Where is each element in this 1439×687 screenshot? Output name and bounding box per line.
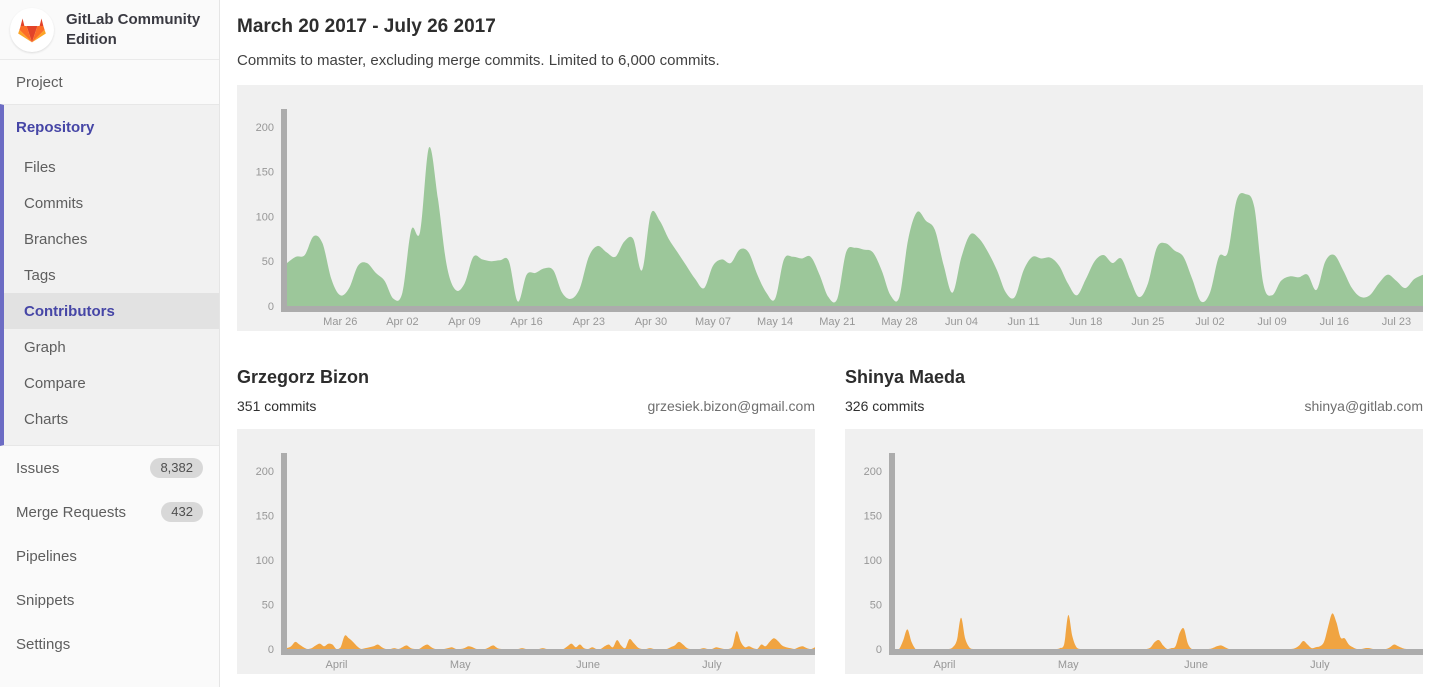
svg-text:May 21: May 21 <box>819 316 855 328</box>
app-title: GitLab Community Edition <box>66 11 201 48</box>
svg-text:Apr 16: Apr 16 <box>510 316 542 328</box>
svg-text:Jul 02: Jul 02 <box>1195 316 1224 328</box>
svg-text:Apr 09: Apr 09 <box>448 316 480 328</box>
sidebar-item-contributors[interactable]: Contributors <box>4 293 219 329</box>
svg-text:June: June <box>1184 659 1208 671</box>
svg-text:50: 50 <box>262 256 274 268</box>
master-commits-chart: 0 50 100 150 200 Mar 26 Apr 02 Apr 09 Apr 16 Apr … <box>237 85 1423 331</box>
svg-text:Mar 26: Mar 26 <box>323 316 357 328</box>
svg-text:200: 200 <box>256 466 274 478</box>
contributor-email: shinya@gitlab.com <box>1304 398 1424 414</box>
svg-text:100: 100 <box>864 555 882 567</box>
svg-text:July: July <box>1310 659 1330 671</box>
sidebar-item-graph[interactable]: Graph <box>24 338 66 356</box>
svg-text:100: 100 <box>256 555 274 567</box>
sidebar-item-repository[interactable]: Repository <box>16 118 95 136</box>
svg-text:0: 0 <box>268 301 274 313</box>
svg-text:150: 150 <box>256 167 274 179</box>
contributor-email: grzesiek.bizon@gmail.com <box>647 398 816 414</box>
svg-text:0: 0 <box>876 644 882 656</box>
sidebar-item-commits[interactable]: Commits <box>24 194 84 212</box>
svg-text:200: 200 <box>256 122 274 134</box>
svg-text:150: 150 <box>256 510 274 522</box>
contributor-card: Shinya Maeda 326 commits shinya@gitlab.c… <box>845 367 1423 674</box>
svg-text:Jul 09: Jul 09 <box>1257 316 1286 328</box>
page-title: March 20 2017 - July 26 2017 <box>237 16 496 37</box>
svg-text:100: 100 <box>256 211 274 223</box>
svg-text:Apr 23: Apr 23 <box>573 316 605 328</box>
svg-text:May: May <box>1058 659 1079 671</box>
sidebar-item-pipelines[interactable]: Pipelines <box>16 547 77 565</box>
svg-text:Jun 18: Jun 18 <box>1069 316 1102 328</box>
contributors-row: Grzegorz Bizon 351 commits grzesiek.bizo… <box>237 367 1423 674</box>
sidebar-item-branches[interactable]: Branches <box>24 230 88 248</box>
sidebar-item-tags[interactable]: Tags <box>24 266 56 284</box>
svg-text:Apr 02: Apr 02 <box>386 316 418 328</box>
svg-text:50: 50 <box>262 599 274 611</box>
svg-text:May 07: May 07 <box>695 316 731 328</box>
contributor-commits-chart: 0 50 100 150 200 April May June July <box>237 429 815 674</box>
project-home-link[interactable]: GitLab Community Edition <box>0 0 219 60</box>
svg-text:Jul 23: Jul 23 <box>1382 316 1411 328</box>
svg-text:Jun 04: Jun 04 <box>945 316 978 328</box>
contributor-card: Grzegorz Bizon 351 commits grzesiek.bizo… <box>237 367 815 674</box>
sidebar-group-repository: Repository Files Commits Branches Tags C… <box>0 104 219 446</box>
sidebar-item-settings[interactable]: Settings <box>16 635 71 653</box>
sidebar-item-issues[interactable]: Issues 8,382 <box>0 446 219 490</box>
sidebar-item-files[interactable]: Files <box>24 158 56 176</box>
svg-text:June: June <box>576 659 600 671</box>
sidebar-item-project[interactable]: Project <box>16 73 63 91</box>
contributors-page: March 20 2017 - July 26 2017 Commits to … <box>221 0 1439 674</box>
sidebar-item-snippets[interactable]: Snippets <box>16 591 75 609</box>
sidebar-item-merge-requests[interactable]: Merge Requests 432 <box>0 490 219 534</box>
sidebar-item-compare[interactable]: Compare <box>24 374 86 392</box>
page-subtitle: Commits to master, excluding merge commi… <box>237 52 720 69</box>
contributor-commit-count: 351 commits <box>237 398 317 414</box>
svg-text:May: May <box>450 659 471 671</box>
svg-text:Jun 11: Jun 11 <box>1007 316 1039 328</box>
sidebar-item-charts[interactable]: Charts <box>24 410 69 428</box>
svg-text:Jul 16: Jul 16 <box>1320 316 1349 328</box>
contributor-name: Shinya Maeda <box>845 367 966 387</box>
svg-text:May 28: May 28 <box>881 316 917 328</box>
contributor-commit-count: 326 commits <box>845 398 925 414</box>
merge-requests-count-badge: 432 <box>161 502 203 522</box>
contributor-name: Grzegorz Bizon <box>237 367 370 387</box>
svg-text:July: July <box>702 659 722 671</box>
gitlab-logo-icon <box>10 7 54 52</box>
issues-count-badge: 8,382 <box>150 458 203 478</box>
svg-text:200: 200 <box>864 466 882 478</box>
svg-text:May 14: May 14 <box>757 316 793 328</box>
svg-text:50: 50 <box>870 599 882 611</box>
svg-text:April: April <box>933 659 955 671</box>
svg-text:150: 150 <box>864 510 882 522</box>
svg-text:Jun 25: Jun 25 <box>1131 316 1164 328</box>
contributor-commits-chart: 0 50 100 150 200 April May June July <box>845 429 1423 674</box>
svg-text:Apr 30: Apr 30 <box>635 316 667 328</box>
sidebar: GitLab Community Edition Project Reposit… <box>0 0 220 687</box>
svg-text:0: 0 <box>268 644 274 656</box>
svg-text:April: April <box>325 659 347 671</box>
